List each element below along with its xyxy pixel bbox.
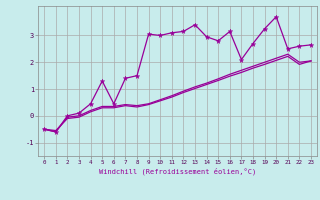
X-axis label: Windchill (Refroidissement éolien,°C): Windchill (Refroidissement éolien,°C): [99, 168, 256, 175]
